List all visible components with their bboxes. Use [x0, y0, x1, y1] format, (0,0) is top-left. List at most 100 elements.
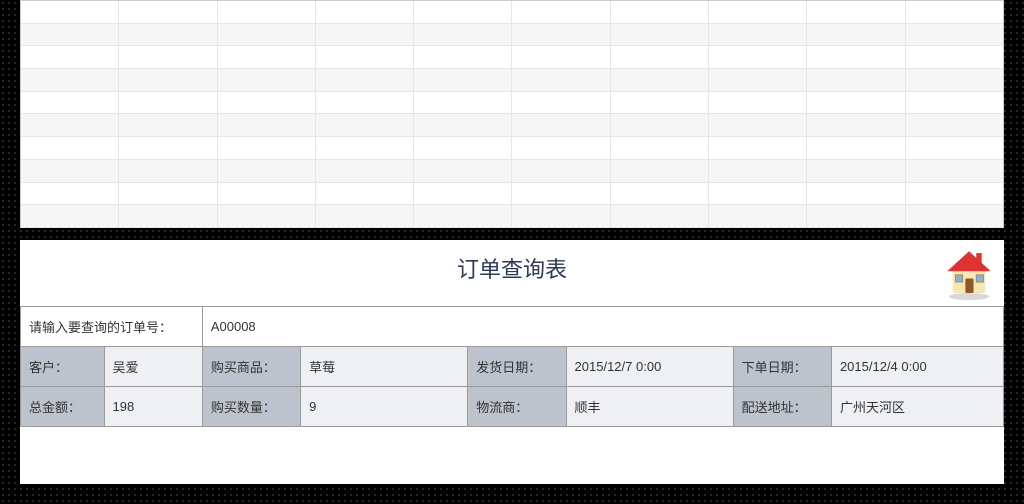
grid-cell[interactable]: [512, 46, 610, 68]
grid-cell[interactable]: [414, 137, 512, 159]
grid-cell[interactable]: [709, 69, 807, 91]
grid-cell[interactable]: [316, 92, 414, 114]
grid-cell[interactable]: [21, 183, 119, 205]
grid-cell[interactable]: [512, 183, 610, 205]
grid-cell[interactable]: [611, 69, 709, 91]
grid-cell[interactable]: [611, 114, 709, 136]
grid-cell[interactable]: [709, 24, 807, 46]
grid-cell[interactable]: [119, 92, 217, 114]
grid-cell[interactable]: [218, 183, 316, 205]
grid-row[interactable]: [21, 46, 1003, 69]
grid-cell[interactable]: [906, 46, 1003, 68]
grid-cell[interactable]: [414, 205, 512, 227]
grid-cell[interactable]: [21, 69, 119, 91]
grid-cell[interactable]: [807, 46, 905, 68]
grid-cell[interactable]: [512, 92, 610, 114]
grid-row[interactable]: [21, 24, 1003, 47]
grid-cell[interactable]: [21, 92, 119, 114]
grid-cell[interactable]: [807, 92, 905, 114]
grid-cell[interactable]: [21, 137, 119, 159]
grid-cell[interactable]: [414, 46, 512, 68]
grid-cell[interactable]: [709, 114, 807, 136]
grid-cell[interactable]: [119, 160, 217, 182]
grid-cell[interactable]: [611, 183, 709, 205]
grid-cell[interactable]: [512, 160, 610, 182]
grid-cell[interactable]: [611, 1, 709, 23]
grid-cell[interactable]: [414, 69, 512, 91]
grid-cell[interactable]: [512, 137, 610, 159]
grid-cell[interactable]: [119, 1, 217, 23]
grid-cell[interactable]: [807, 1, 905, 23]
grid-row[interactable]: [21, 137, 1003, 160]
grid-cell[interactable]: [906, 69, 1003, 91]
grid-cell[interactable]: [512, 69, 610, 91]
grid-cell[interactable]: [611, 137, 709, 159]
grid-row[interactable]: [21, 69, 1003, 92]
grid-cell[interactable]: [119, 183, 217, 205]
grid-cell[interactable]: [316, 69, 414, 91]
grid-cell[interactable]: [119, 114, 217, 136]
grid-cell[interactable]: [709, 92, 807, 114]
grid-cell[interactable]: [709, 183, 807, 205]
grid-cell[interactable]: [611, 160, 709, 182]
grid-cell[interactable]: [709, 205, 807, 227]
grid-cell[interactable]: [611, 205, 709, 227]
grid-cell[interactable]: [218, 137, 316, 159]
grid-cell[interactable]: [316, 183, 414, 205]
grid-cell[interactable]: [218, 46, 316, 68]
grid-cell[interactable]: [906, 92, 1003, 114]
grid-cell[interactable]: [316, 137, 414, 159]
grid-cell[interactable]: [119, 24, 217, 46]
grid-cell[interactable]: [316, 24, 414, 46]
grid-cell[interactable]: [218, 92, 316, 114]
grid-cell[interactable]: [414, 24, 512, 46]
grid-cell[interactable]: [906, 160, 1003, 182]
grid-cell[interactable]: [316, 160, 414, 182]
grid-cell[interactable]: [512, 24, 610, 46]
grid-cell[interactable]: [807, 137, 905, 159]
grid-cell[interactable]: [21, 160, 119, 182]
grid-cell[interactable]: [709, 137, 807, 159]
data-grid[interactable]: [20, 0, 1004, 228]
grid-cell[interactable]: [807, 69, 905, 91]
grid-cell[interactable]: [709, 160, 807, 182]
grid-cell[interactable]: [21, 114, 119, 136]
grid-cell[interactable]: [709, 1, 807, 23]
grid-cell[interactable]: [316, 1, 414, 23]
grid-cell[interactable]: [807, 183, 905, 205]
grid-cell[interactable]: [414, 114, 512, 136]
grid-cell[interactable]: [316, 114, 414, 136]
grid-cell[interactable]: [218, 69, 316, 91]
grid-cell[interactable]: [906, 183, 1003, 205]
grid-cell[interactable]: [512, 1, 610, 23]
grid-cell[interactable]: [906, 205, 1003, 227]
grid-cell[interactable]: [414, 92, 512, 114]
grid-cell[interactable]: [414, 1, 512, 23]
grid-cell[interactable]: [512, 114, 610, 136]
grid-cell[interactable]: [709, 46, 807, 68]
grid-cell[interactable]: [807, 205, 905, 227]
grid-cell[interactable]: [119, 69, 217, 91]
grid-cell[interactable]: [21, 205, 119, 227]
grid-cell[interactable]: [119, 137, 217, 159]
grid-cell[interactable]: [611, 46, 709, 68]
grid-cell[interactable]: [512, 205, 610, 227]
grid-cell[interactable]: [807, 160, 905, 182]
grid-cell[interactable]: [316, 46, 414, 68]
grid-cell[interactable]: [119, 46, 217, 68]
grid-cell[interactable]: [21, 1, 119, 23]
grid-cell[interactable]: [119, 205, 217, 227]
grid-row[interactable]: [21, 114, 1003, 137]
grid-cell[interactable]: [316, 205, 414, 227]
grid-cell[interactable]: [611, 24, 709, 46]
grid-cell[interactable]: [218, 114, 316, 136]
grid-cell[interactable]: [218, 24, 316, 46]
grid-cell[interactable]: [906, 114, 1003, 136]
grid-cell[interactable]: [414, 160, 512, 182]
grid-row[interactable]: [21, 1, 1003, 24]
grid-cell[interactable]: [611, 92, 709, 114]
grid-cell[interactable]: [414, 183, 512, 205]
grid-cell[interactable]: [906, 1, 1003, 23]
grid-cell[interactable]: [218, 205, 316, 227]
grid-row[interactable]: [21, 92, 1003, 115]
